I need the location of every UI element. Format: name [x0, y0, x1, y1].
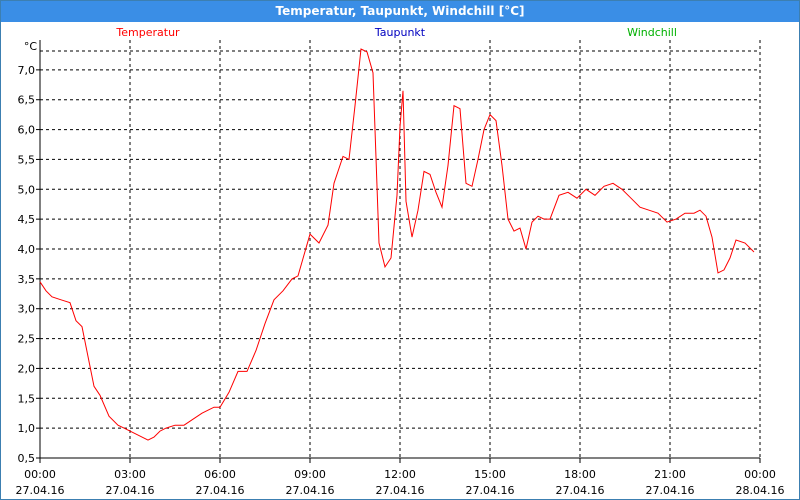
x-tick-date: 27.04.16	[196, 484, 245, 497]
x-tick-time: 03:00	[114, 468, 146, 481]
x-tick-time: 21:00	[654, 468, 686, 481]
x-tick-date: 27.04.16	[556, 484, 605, 497]
x-tick-date: 27.04.16	[286, 484, 335, 497]
y-tick-label: 6,5	[18, 94, 36, 107]
y-axis-unit: °C	[24, 40, 38, 53]
x-tick-time: 00:00	[24, 468, 56, 481]
legend-item-taupunkt: Taupunkt	[374, 26, 426, 39]
y-tick-label: 2,0	[18, 362, 36, 375]
legend-item-temperatur: Temperatur	[115, 26, 180, 39]
x-tick-date: 27.04.16	[16, 484, 65, 497]
y-tick-label: 7,0	[18, 64, 36, 77]
y-tick-label: 2,5	[18, 333, 36, 346]
y-tick-label: 1,5	[18, 392, 36, 405]
x-tick-time: 06:00	[204, 468, 236, 481]
x-tick-date: 28.04.16	[736, 484, 785, 497]
x-tick-time: 12:00	[384, 468, 416, 481]
x-tick-time: 00:00	[744, 468, 776, 481]
legend-item-windchill: Windchill	[627, 26, 677, 39]
x-tick-date: 27.04.16	[376, 484, 425, 497]
x-tick-date: 27.04.16	[106, 484, 155, 497]
y-tick-label: 4,0	[18, 243, 36, 256]
window-title: Temperatur, Taupunkt, Windchill [°C]	[1, 1, 799, 22]
x-tick-time: 18:00	[564, 468, 596, 481]
x-tick-date: 27.04.16	[646, 484, 695, 497]
x-tick-time: 09:00	[294, 468, 326, 481]
y-tick-label: 3,0	[18, 303, 36, 316]
series-line-temperatur	[39, 48, 755, 441]
y-tick-label: 5,0	[18, 183, 36, 196]
y-tick-label: 3,5	[18, 273, 36, 286]
y-tick-label: 4,5	[18, 213, 36, 226]
y-tick-label: 0,5	[18, 452, 36, 465]
y-tick-label: 6,0	[18, 124, 36, 137]
y-tick-label: 5,5	[18, 153, 36, 166]
x-tick-time: 15:00	[474, 468, 506, 481]
y-tick-label: 1,0	[18, 422, 36, 435]
x-tick-date: 27.04.16	[466, 484, 515, 497]
